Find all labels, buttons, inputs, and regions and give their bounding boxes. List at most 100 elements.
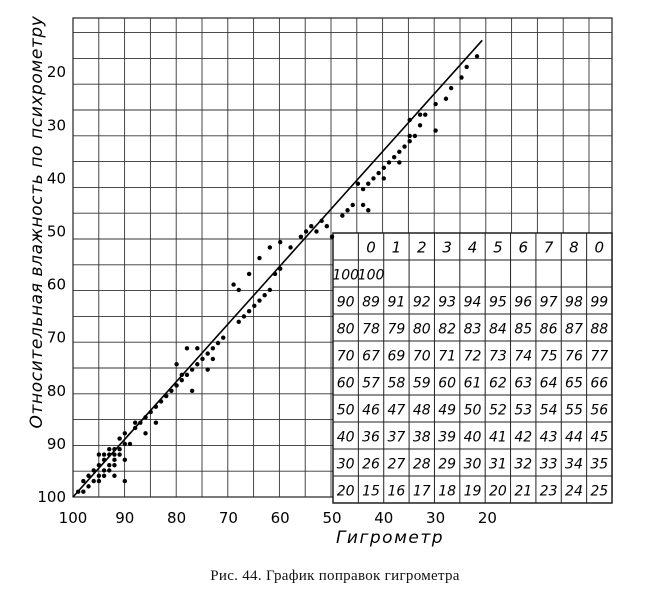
data-point	[407, 139, 412, 144]
table-cell: 74	[514, 348, 532, 364]
table-cell: 41	[489, 429, 507, 445]
data-point	[252, 303, 257, 309]
data-points	[75, 54, 480, 494]
table-row-label: 20	[337, 483, 355, 499]
table-cell: 66	[590, 375, 608, 391]
x-tick-label: 30	[426, 509, 445, 527]
table-cell: 80	[413, 321, 431, 337]
data-point	[278, 239, 283, 245]
data-point	[184, 346, 190, 351]
x-tick-label: 90	[115, 509, 134, 527]
table-cell: 67	[362, 348, 380, 364]
table-cell: 25	[590, 483, 608, 499]
table-cell: 76	[565, 348, 583, 364]
data-point	[278, 266, 283, 271]
data-point	[205, 367, 210, 372]
y-tick-label: 30	[47, 116, 66, 134]
data-point	[381, 176, 386, 181]
data-point	[298, 234, 304, 240]
data-point	[96, 462, 102, 468]
table-cell: 40	[464, 429, 482, 445]
data-point	[96, 473, 102, 478]
data-point	[262, 293, 267, 298]
table-header-cell: 0	[595, 238, 605, 256]
x-tick-label: 60	[271, 509, 290, 527]
table-cell: 33	[540, 456, 558, 472]
table-cell: 91	[387, 294, 405, 310]
data-point	[231, 282, 236, 287]
data-point	[376, 170, 381, 176]
table-row-label: 100	[332, 267, 359, 283]
data-point	[319, 218, 324, 224]
data-point	[153, 420, 159, 425]
data-point	[138, 420, 143, 425]
table-cell: 21	[514, 483, 532, 499]
table-cell: 95	[489, 294, 507, 310]
y-tick-label: 60	[47, 276, 66, 294]
table-cell: 75	[540, 348, 558, 364]
data-point	[221, 335, 226, 340]
data-point	[366, 181, 371, 186]
table-cell: 39	[438, 429, 456, 445]
data-point	[215, 340, 221, 346]
table-cell: 54	[540, 402, 558, 418]
table-header-cell: 5	[493, 238, 503, 256]
table-header-cell: 4	[468, 238, 478, 256]
data-point	[96, 478, 102, 484]
table-row-label: 30	[337, 456, 355, 472]
data-point	[107, 447, 112, 452]
data-point	[391, 154, 397, 160]
data-point	[210, 356, 216, 362]
data-point	[195, 346, 200, 351]
table-cell: 85	[514, 321, 532, 337]
table-cell: 69	[387, 348, 405, 364]
table-cell: 36	[362, 429, 380, 445]
data-point	[381, 165, 386, 170]
table-cell: 43	[540, 429, 558, 445]
data-point	[246, 308, 252, 314]
table-cell: 18	[438, 483, 456, 499]
table-cell: 71	[438, 348, 456, 364]
table-cell: 78	[362, 321, 380, 337]
data-point	[417, 123, 423, 128]
table-cell: 64	[540, 375, 558, 391]
data-point	[143, 415, 148, 420]
table-cell: 73	[489, 348, 507, 364]
table-header-cell: 0	[366, 238, 376, 256]
x-tick-label: 40	[374, 509, 393, 527]
data-point	[407, 133, 412, 139]
y-tick-label: 40	[47, 169, 66, 187]
data-point	[407, 117, 412, 123]
table-cell: 72	[464, 348, 482, 364]
table-cell: 29	[438, 456, 456, 472]
table-cell: 100	[358, 267, 385, 283]
table-cell: 87	[565, 321, 583, 337]
data-point	[107, 462, 112, 468]
table-header-cell: 7	[544, 238, 554, 256]
x-tick-label: 100	[59, 509, 88, 527]
data-point	[143, 431, 148, 436]
data-point	[345, 208, 350, 213]
data-point	[107, 468, 112, 473]
x-tick-label: 20	[478, 509, 497, 527]
table-cell: 97	[540, 294, 558, 310]
table-header-cell: 1	[392, 238, 402, 256]
data-point	[433, 128, 438, 133]
data-point	[314, 229, 319, 234]
table-cell: 57	[362, 375, 380, 391]
data-point	[324, 223, 330, 229]
table-cell: 55	[565, 402, 583, 418]
table-cell: 52	[489, 402, 507, 418]
table-cell: 17	[413, 483, 431, 499]
data-point	[174, 383, 179, 388]
data-point	[288, 245, 293, 250]
data-point	[272, 271, 278, 277]
table-cell: 98	[565, 294, 583, 310]
data-point	[417, 112, 423, 117]
table-cell: 30	[464, 456, 482, 472]
data-point	[350, 202, 355, 208]
data-point	[189, 367, 195, 372]
data-point	[122, 457, 128, 463]
table-cell: 84	[489, 321, 507, 337]
